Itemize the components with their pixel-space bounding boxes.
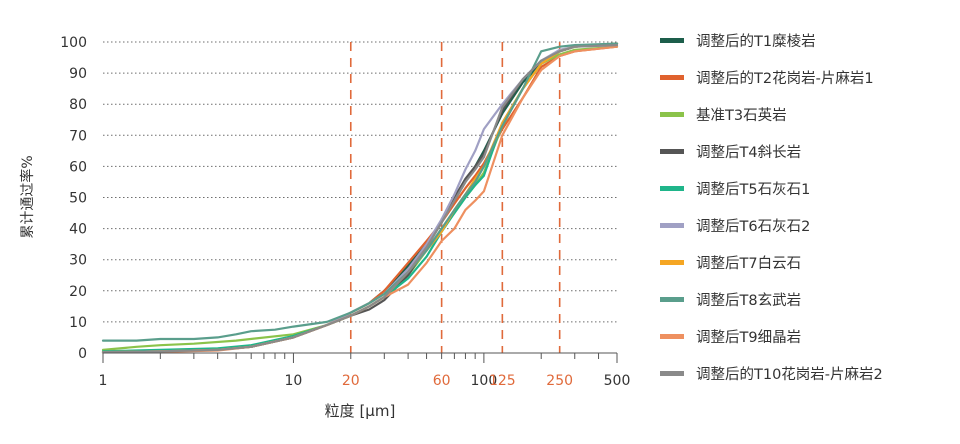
legend-label: 调整后T8玄武岩 — [696, 293, 802, 309]
y-tick-label: 10 — [69, 315, 87, 331]
x-tick-label: 20 — [342, 373, 360, 389]
y-tick-label: 90 — [69, 66, 87, 82]
legend-swatch — [660, 186, 684, 191]
legend-item: 调整后T8玄武岩 — [660, 281, 960, 318]
legend-swatch — [660, 297, 684, 302]
grid-layer — [103, 41, 617, 323]
series-line-8 — [101, 42, 619, 342]
legend-swatch — [660, 371, 684, 376]
x-tick-label: 250 — [546, 373, 573, 389]
legend-item: 调整后T7白云石 — [660, 244, 960, 281]
y-tick-label: 60 — [69, 159, 87, 175]
y-tick-label: 70 — [69, 128, 87, 144]
reference-lines — [349, 42, 561, 353]
series-layer — [101, 42, 619, 354]
series-line-10 — [101, 43, 619, 354]
y-tick-label: 30 — [69, 253, 87, 269]
legend-swatch — [660, 334, 684, 339]
y-tick-label: 50 — [69, 191, 87, 207]
legend-label: 调整后的T2花岗岩-片麻岩1 — [696, 71, 874, 87]
legend-item: 调整后的T10花岗岩-片麻岩2 — [660, 355, 960, 392]
legend-label: 基准T3石英岩 — [696, 108, 787, 124]
legend-item: 调整后T6石灰石2 — [660, 207, 960, 244]
series-line-6 — [101, 43, 619, 354]
x-tick-label: 10 — [285, 373, 303, 389]
x-axis-title: 粒度 [µm] — [325, 402, 396, 420]
legend-label: 调整后T6石灰石2 — [696, 219, 811, 235]
y-tick-label: 100 — [60, 35, 87, 51]
legend-label: 调整后T9细晶岩 — [696, 330, 802, 346]
legend-item: 调整后的T1糜棱岩 — [660, 22, 960, 59]
legend-swatch — [660, 260, 684, 265]
y-tick-label: 0 — [78, 346, 87, 362]
legend-label: 调整后的T10花岗岩-片麻岩2 — [696, 367, 883, 383]
legend-swatch — [660, 38, 684, 43]
legend-label: 调整后T5石灰石1 — [696, 182, 811, 198]
legend: 调整后的T1糜棱岩 调整后的T2花岗岩-片麻岩1 基准T3石英岩 调整后T4斜长岩 调整… — [660, 22, 960, 392]
series-line-2 — [101, 45, 619, 354]
y-tick-label: 40 — [69, 222, 87, 238]
legend-label: 调整后T4斜长岩 — [696, 145, 802, 161]
x-tick-label: 1 — [99, 373, 108, 389]
legend-label: 调整后T7白云石 — [696, 256, 802, 272]
series-line-9 — [101, 45, 619, 354]
x-tick-label: 60 — [433, 373, 451, 389]
y-tick-label: 20 — [69, 284, 87, 300]
series-line-3 — [101, 45, 619, 351]
legend-item: 调整后T5石灰石1 — [660, 170, 960, 207]
legend-item: 调整后的T2花岗岩-片麻岩1 — [660, 59, 960, 96]
legend-swatch — [660, 112, 684, 117]
y-axis-title: 累计通过率% — [19, 155, 36, 238]
legend-swatch — [660, 223, 684, 228]
x-tick-label: 125 — [489, 373, 516, 389]
legend-item: 基准T3石英岩 — [660, 96, 960, 133]
legend-swatch — [660, 149, 684, 154]
y-tick-label: 80 — [69, 97, 87, 113]
legend-swatch — [660, 75, 684, 80]
x-tick-label: 500 — [604, 373, 631, 389]
legend-label: 调整后的T1糜棱岩 — [696, 34, 816, 50]
x-tick-label: 100 — [471, 373, 498, 389]
legend-item: 调整后T4斜长岩 — [660, 133, 960, 170]
legend-item: 调整后T9细晶岩 — [660, 318, 960, 355]
